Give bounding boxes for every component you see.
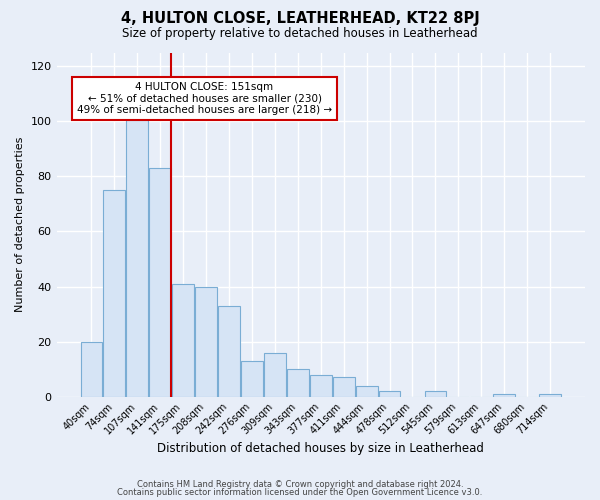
Text: Contains HM Land Registry data © Crown copyright and database right 2024.: Contains HM Land Registry data © Crown c…: [137, 480, 463, 489]
Bar: [539, 394, 561, 396]
Bar: [218, 306, 240, 396]
Bar: [103, 190, 125, 396]
Bar: [241, 361, 263, 396]
Bar: [425, 391, 446, 396]
Bar: [80, 342, 103, 396]
Bar: [264, 352, 286, 397]
Bar: [127, 118, 148, 396]
X-axis label: Distribution of detached houses by size in Leatherhead: Distribution of detached houses by size …: [157, 442, 484, 455]
Text: 4, HULTON CLOSE, LEATHERHEAD, KT22 8PJ: 4, HULTON CLOSE, LEATHERHEAD, KT22 8PJ: [121, 11, 479, 26]
Y-axis label: Number of detached properties: Number of detached properties: [15, 137, 25, 312]
Bar: [149, 168, 171, 396]
Bar: [493, 394, 515, 396]
Bar: [195, 286, 217, 397]
Text: Contains public sector information licensed under the Open Government Licence v3: Contains public sector information licen…: [118, 488, 482, 497]
Bar: [333, 378, 355, 396]
Text: Size of property relative to detached houses in Leatherhead: Size of property relative to detached ho…: [122, 28, 478, 40]
Bar: [310, 374, 332, 396]
Bar: [287, 369, 309, 396]
Bar: [172, 284, 194, 397]
Text: 4 HULTON CLOSE: 151sqm
← 51% of detached houses are smaller (230)
49% of semi-de: 4 HULTON CLOSE: 151sqm ← 51% of detached…: [77, 82, 332, 115]
Bar: [379, 391, 400, 396]
Bar: [356, 386, 377, 396]
